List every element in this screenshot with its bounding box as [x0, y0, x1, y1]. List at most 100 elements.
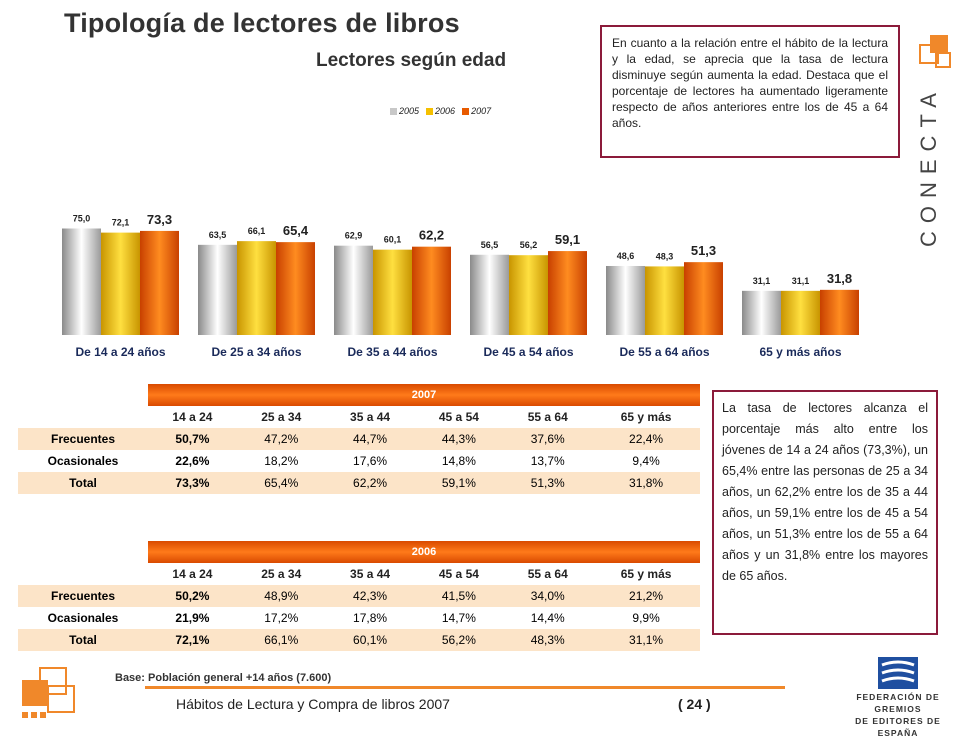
table-column-header: 45 a 54	[438, 567, 479, 581]
legend-item-2006: 2006	[426, 106, 455, 116]
table-cell: 48,9%	[236, 585, 326, 607]
table-column-header: 14 a 24	[172, 410, 213, 424]
legend-label-2007: 2007	[471, 106, 492, 116]
table-row: Ocasionales 21,9% 17,2% 17,8% 14,7% 14,4% 9,9%	[18, 607, 700, 629]
data-label-2005-1: 63,5	[209, 230, 227, 240]
data-label-2007-4: 51,3	[691, 243, 716, 258]
table-cell: 44,7%	[325, 428, 415, 450]
bar-2005-5	[742, 290, 781, 335]
federation-emblem-icon	[878, 657, 918, 689]
table-2007: 2007 14 a 24 25 a 34 35 a 44 45 a 54 55 a 64 6…	[18, 384, 700, 494]
table-cell: 48,3%	[503, 629, 593, 651]
data-label-2006-2: 60,1	[384, 235, 402, 245]
page-number: ( 24 )	[678, 696, 711, 712]
table-row: Frecuentes 50,7% 47,2% 44,7% 44,3% 37,6% 22,4%	[18, 428, 700, 450]
table-cell: 42,3%	[325, 585, 415, 607]
category-label-5: 65 y más años	[759, 345, 841, 359]
data-label-2006-0: 72,1	[112, 218, 130, 228]
data-label-2005-5: 31,1	[753, 276, 771, 286]
table-year-header: 2006	[148, 541, 700, 563]
table-cell: 9,9%	[632, 611, 660, 625]
table-cell: 44,3%	[414, 428, 504, 450]
bar-2006-0	[101, 232, 140, 335]
table-column-header: 35 a 44	[350, 410, 391, 424]
row-label: Total	[18, 472, 148, 494]
data-label-2006-5: 31,1	[792, 276, 810, 286]
page-subtitle: Lectores según edad	[316, 50, 507, 71]
data-label-2007-1: 65,4	[283, 223, 309, 238]
table-cell: 47,2%	[236, 428, 326, 450]
chart-legend: 2005 2006 2007	[390, 106, 491, 116]
table-header-corner	[18, 563, 148, 585]
base-label: Base:	[115, 672, 145, 684]
table-row: Total 72,1% 66,1% 60,1% 56,2% 48,3% 31,1%	[18, 629, 700, 651]
footer-divider	[145, 686, 785, 689]
table-column-header: 55 a 64	[527, 410, 568, 424]
table-cell: 50,7%	[148, 428, 237, 450]
table-row: Frecuentes 50,2% 48,9% 42,3% 41,5% 34,0% 21,2%	[18, 585, 700, 607]
table-cell: 17,2%	[264, 611, 299, 625]
row-label: Ocasionales	[47, 611, 119, 625]
table-cell: 73,3%	[148, 472, 237, 494]
legend-swatch-2005	[390, 107, 397, 115]
table-cell: 31,1%	[592, 629, 700, 651]
table-cell: 50,2%	[148, 585, 237, 607]
table-cell: 31,8%	[592, 472, 700, 494]
table-header-corner	[18, 406, 148, 428]
table-column-header: 65 y más	[620, 567, 672, 581]
table-cell: 34,0%	[503, 585, 593, 607]
bar-2007-4	[684, 262, 723, 335]
page-title: Tipología de lectores de libros	[64, 8, 460, 38]
bar-2006-3	[509, 255, 548, 335]
bar-2007-5	[820, 289, 859, 335]
table-cell: 22,6%	[175, 454, 210, 468]
data-label-2005-3: 56,5	[481, 240, 499, 250]
data-label-2006-4: 48,3	[656, 251, 674, 261]
bar-2006-4	[645, 266, 684, 335]
table-cell: 59,1%	[414, 472, 504, 494]
table-cell: 14,8%	[441, 454, 476, 468]
row-label: Ocasionales	[47, 454, 119, 468]
category-label-4: De 55 a 64 años	[619, 345, 709, 359]
data-label-2007-5: 31,8	[827, 271, 852, 286]
data-label-2006-3: 56,2	[520, 240, 538, 250]
bar-2007-0	[140, 230, 179, 335]
row-label: Total	[18, 629, 148, 651]
row-label: Frecuentes	[18, 428, 148, 450]
data-label-2007-3: 59,1	[555, 232, 580, 247]
data-label-2005-2: 62,9	[345, 231, 363, 241]
table-year-header: 2007	[148, 384, 700, 406]
legend-label-2005: 2005	[399, 106, 420, 116]
table-column-header: 45 a 54	[438, 410, 479, 424]
federation-line2: DE EDITORES DE ESPAÑA	[855, 716, 941, 738]
table-cell: 13,7%	[530, 454, 565, 468]
table-column-header: 25 a 34	[261, 567, 302, 581]
bar-2007-3	[548, 251, 587, 335]
table-cell: 62,2%	[325, 472, 415, 494]
bar-2005-1	[198, 244, 237, 335]
bar-2007-1	[276, 242, 315, 335]
conecta-logo: CONECTA	[916, 35, 951, 247]
data-label-2005-0: 75,0	[73, 214, 91, 224]
table-cell: 65,4%	[236, 472, 326, 494]
legend-label-2006: 2006	[435, 106, 456, 116]
table-row: Total 73,3% 65,4% 62,2% 59,1% 51,3% 31,8%	[18, 472, 700, 494]
bar-2005-2	[334, 245, 373, 335]
table-cell: 60,1%	[325, 629, 415, 651]
legend-swatch-2007	[462, 107, 470, 115]
bar-2005-4	[606, 265, 645, 335]
base-value: Población general +14 años (7.600)	[148, 672, 332, 684]
table-cell: 51,3%	[503, 472, 593, 494]
conecta-text: CONECTA	[916, 85, 941, 247]
base-note: Base: Población general +14 años (7.600)	[115, 672, 331, 684]
table-cell: 66,1%	[236, 629, 326, 651]
conecta-squares-logo	[22, 667, 75, 718]
table-cell: 14,4%	[530, 611, 565, 625]
legend-item-2007: 2007	[462, 106, 491, 116]
table-2006: 2006 14 a 24 25 a 34 35 a 44 45 a 54 55 a 64 6…	[18, 541, 700, 651]
table-cell: 41,5%	[414, 585, 504, 607]
table-cell: 72,1%	[148, 629, 237, 651]
table-cell: 17,8%	[353, 611, 388, 625]
table-corner	[18, 541, 148, 563]
row-label: Frecuentes	[18, 585, 148, 607]
